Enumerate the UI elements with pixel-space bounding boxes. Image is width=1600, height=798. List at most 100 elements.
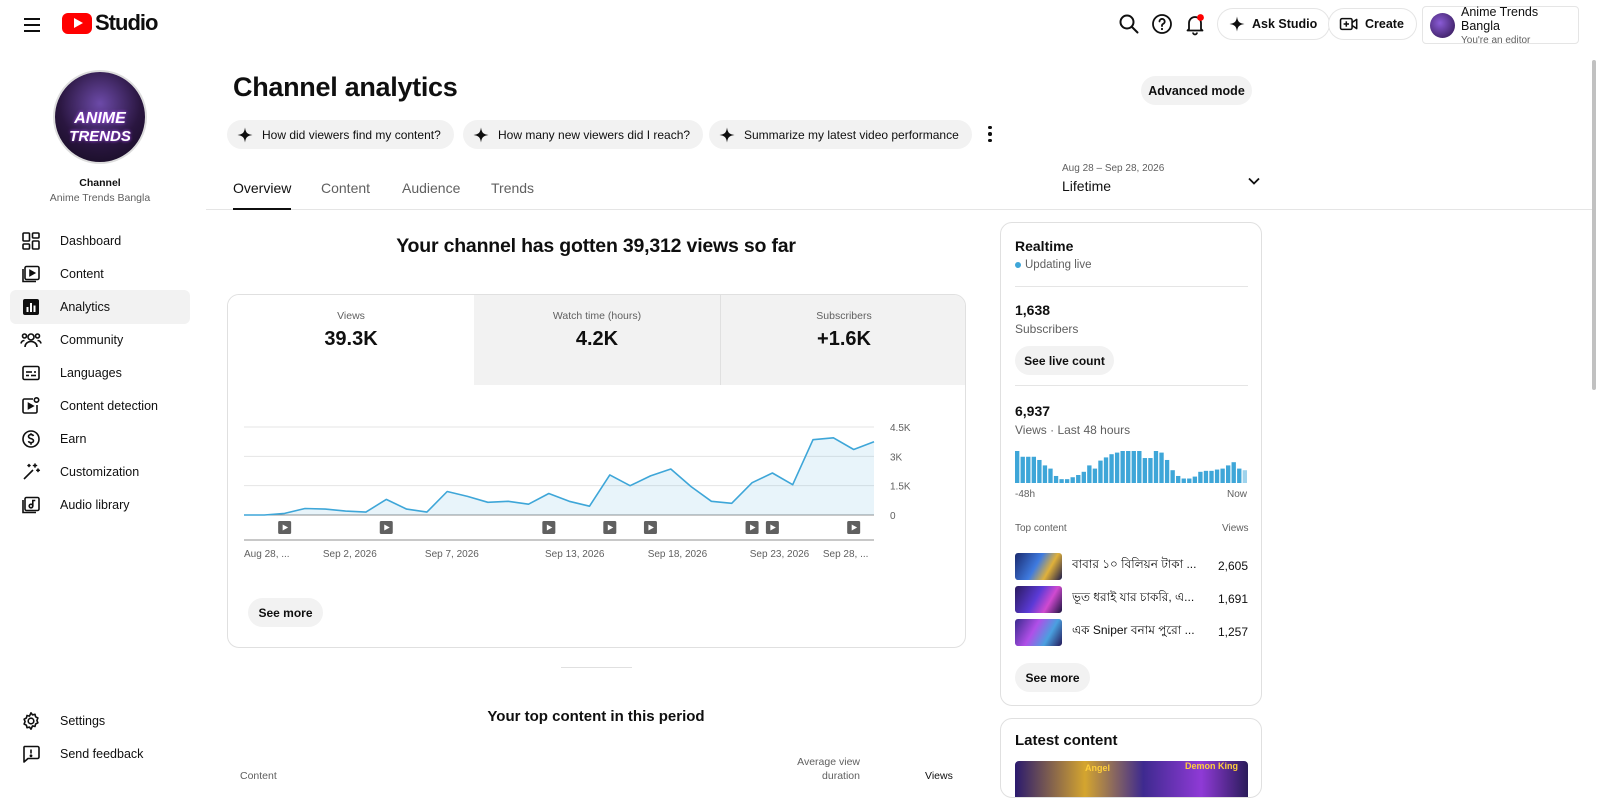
- realtime-status: Updating live: [1015, 259, 1091, 271]
- suggestion-chip-new-viewers[interactable]: How many new viewers did I reach?: [463, 120, 704, 149]
- video-marker-icon[interactable]: [542, 521, 556, 534]
- search-icon[interactable]: [1117, 12, 1141, 36]
- video-marker-icon[interactable]: [379, 521, 393, 534]
- menu-icon[interactable]: [20, 13, 44, 37]
- sidebar-item-send-feedback[interactable]: Send feedback: [10, 737, 190, 771]
- page-scrollbar[interactable]: [1592, 60, 1596, 390]
- studio-logo[interactable]: Studio: [62, 10, 158, 36]
- realtime-bar[interactable]: [1203, 470, 1209, 483]
- date-range-picker[interactable]: Aug 28 – Sep 28, 2026 Lifetime: [1062, 163, 1262, 199]
- metric-label: Views: [337, 310, 365, 322]
- realtime-bar[interactable]: [1137, 451, 1142, 483]
- metric-watch-time[interactable]: Watch time (hours) 4.2K: [474, 295, 720, 385]
- languages-icon: [20, 362, 42, 384]
- realtime-bar[interactable]: [1170, 470, 1175, 483]
- video-marker-icon[interactable]: [847, 521, 861, 534]
- ask-studio-button[interactable]: Ask Studio: [1217, 8, 1331, 40]
- realtime-bar[interactable]: [1109, 454, 1114, 483]
- sidebar-item-analytics[interactable]: Analytics: [10, 290, 190, 324]
- realtime-bar[interactable]: [1237, 468, 1242, 483]
- realtime-bar[interactable]: [1037, 459, 1042, 483]
- sidebar-item-settings[interactable]: Settings: [10, 704, 190, 738]
- y-tick-label: 0: [890, 511, 896, 522]
- help-icon[interactable]: [1150, 12, 1174, 36]
- realtime-bar[interactable]: [1214, 469, 1220, 483]
- realtime-bar[interactable]: [1081, 471, 1086, 483]
- realtime-bar[interactable]: [1126, 451, 1131, 483]
- realtime-bar[interactable]: [1076, 475, 1081, 483]
- sidebar-item-earn[interactable]: Earn: [10, 422, 190, 456]
- sidebar-item-content[interactable]: Content: [10, 257, 190, 291]
- realtime-bar[interactable]: [1153, 451, 1159, 483]
- realtime-bar[interactable]: [1098, 460, 1103, 483]
- tab-overview[interactable]: Overview: [233, 180, 292, 210]
- realtime-bar[interactable]: [1192, 476, 1198, 483]
- realtime-bar[interactable]: [1053, 475, 1059, 483]
- tab-trends[interactable]: Trends: [491, 180, 535, 196]
- realtime-bar[interactable]: [1231, 462, 1236, 483]
- realtime-bar[interactable]: [1176, 475, 1181, 483]
- video-marker-icon[interactable]: [278, 521, 292, 534]
- channel-avatar[interactable]: ANIME TRENDS: [53, 70, 147, 164]
- sidebar-item-content-detection[interactable]: Content detection: [10, 389, 190, 423]
- video-marker-icon[interactable]: [643, 521, 657, 534]
- table-header-views[interactable]: Views: [925, 770, 953, 782]
- notifications-icon[interactable]: [1183, 12, 1207, 36]
- suggestion-label: How did viewers find my content?: [262, 127, 441, 142]
- realtime-bar[interactable]: [1164, 459, 1170, 483]
- realtime-bar[interactable]: [1187, 478, 1192, 483]
- realtime-bar[interactable]: [1092, 468, 1098, 483]
- top-content-item[interactable]: বাবার ১০ বিলিয়ন টাকা ... 2,605: [1015, 552, 1248, 580]
- sidebar-item-dashboard[interactable]: Dashboard: [10, 224, 190, 258]
- advanced-mode-button[interactable]: Advanced mode: [1141, 76, 1252, 105]
- realtime-bar[interactable]: [1026, 456, 1031, 483]
- realtime-see-more-button[interactable]: See more: [1015, 663, 1090, 692]
- sidebar-item-customization[interactable]: Customization: [10, 455, 190, 489]
- more-options-icon[interactable]: [985, 124, 995, 144]
- realtime-bar[interactable]: [1120, 451, 1125, 483]
- latest-video-thumbnail[interactable]: Angel Demon King: [1015, 761, 1248, 797]
- video-marker-icon[interactable]: [603, 521, 617, 534]
- realtime-bar[interactable]: [1114, 452, 1120, 483]
- see-more-button[interactable]: See more: [248, 598, 323, 627]
- create-button[interactable]: Create: [1328, 8, 1417, 40]
- suggestion-chip-summarize[interactable]: Summarize my latest video performance: [709, 120, 972, 149]
- realtime-bar[interactable]: [1070, 477, 1075, 483]
- realtime-bar[interactable]: [1020, 456, 1025, 483]
- realtime-bar[interactable]: [1059, 479, 1064, 483]
- realtime-bar[interactable]: [1131, 451, 1136, 483]
- realtime-bar[interactable]: [1181, 478, 1186, 483]
- realtime-bar[interactable]: [1015, 451, 1020, 483]
- realtime-bar[interactable]: [1198, 471, 1203, 483]
- sidebar-item-community[interactable]: Community: [10, 323, 190, 357]
- tab-audience[interactable]: Audience: [402, 180, 461, 196]
- realtime-bar[interactable]: [1031, 456, 1037, 483]
- realtime-bar[interactable]: [1042, 465, 1048, 483]
- tab-content[interactable]: Content: [321, 180, 371, 196]
- see-live-count-button[interactable]: See live count: [1015, 346, 1114, 375]
- sidebar-item-languages[interactable]: Languages: [10, 356, 190, 390]
- account-switcher[interactable]: Anime Trends Bangla You're an editor: [1422, 5, 1579, 46]
- top-content-item[interactable]: এক Sniper বনাম পুরো ... 1,257: [1015, 618, 1248, 646]
- realtime-bar[interactable]: [1209, 470, 1214, 483]
- realtime-bar[interactable]: [1148, 458, 1153, 483]
- realtime-bar[interactable]: [1159, 452, 1164, 483]
- realtime-bar[interactable]: [1064, 479, 1070, 483]
- realtime-bar[interactable]: [1220, 468, 1225, 483]
- realtime-bar[interactable]: [1142, 458, 1148, 483]
- suggestion-chip-viewers-find[interactable]: How did viewers find my content?: [227, 120, 454, 149]
- metric-subscribers[interactable]: Subscribers +1.6K: [720, 295, 965, 385]
- realtime-bar[interactable]: [1087, 465, 1092, 483]
- metric-views[interactable]: Views 39.3K: [228, 295, 474, 385]
- realtime-bar[interactable]: [1225, 465, 1231, 483]
- sidebar-item-audio-library[interactable]: Audio library: [10, 488, 190, 522]
- views-line[interactable]: [244, 437, 875, 516]
- video-marker-icon[interactable]: [765, 521, 779, 534]
- realtime-bar[interactable]: [1242, 470, 1247, 483]
- top-content-item[interactable]: ভূত ধরাই যার চাকরি, এ... 1,691: [1015, 585, 1248, 613]
- sparkle-icon: [719, 127, 735, 142]
- realtime-bar[interactable]: [1048, 468, 1053, 483]
- video-marker-icon[interactable]: [745, 521, 759, 534]
- realtime-bar[interactable]: [1103, 457, 1109, 483]
- earn-icon: [20, 428, 42, 450]
